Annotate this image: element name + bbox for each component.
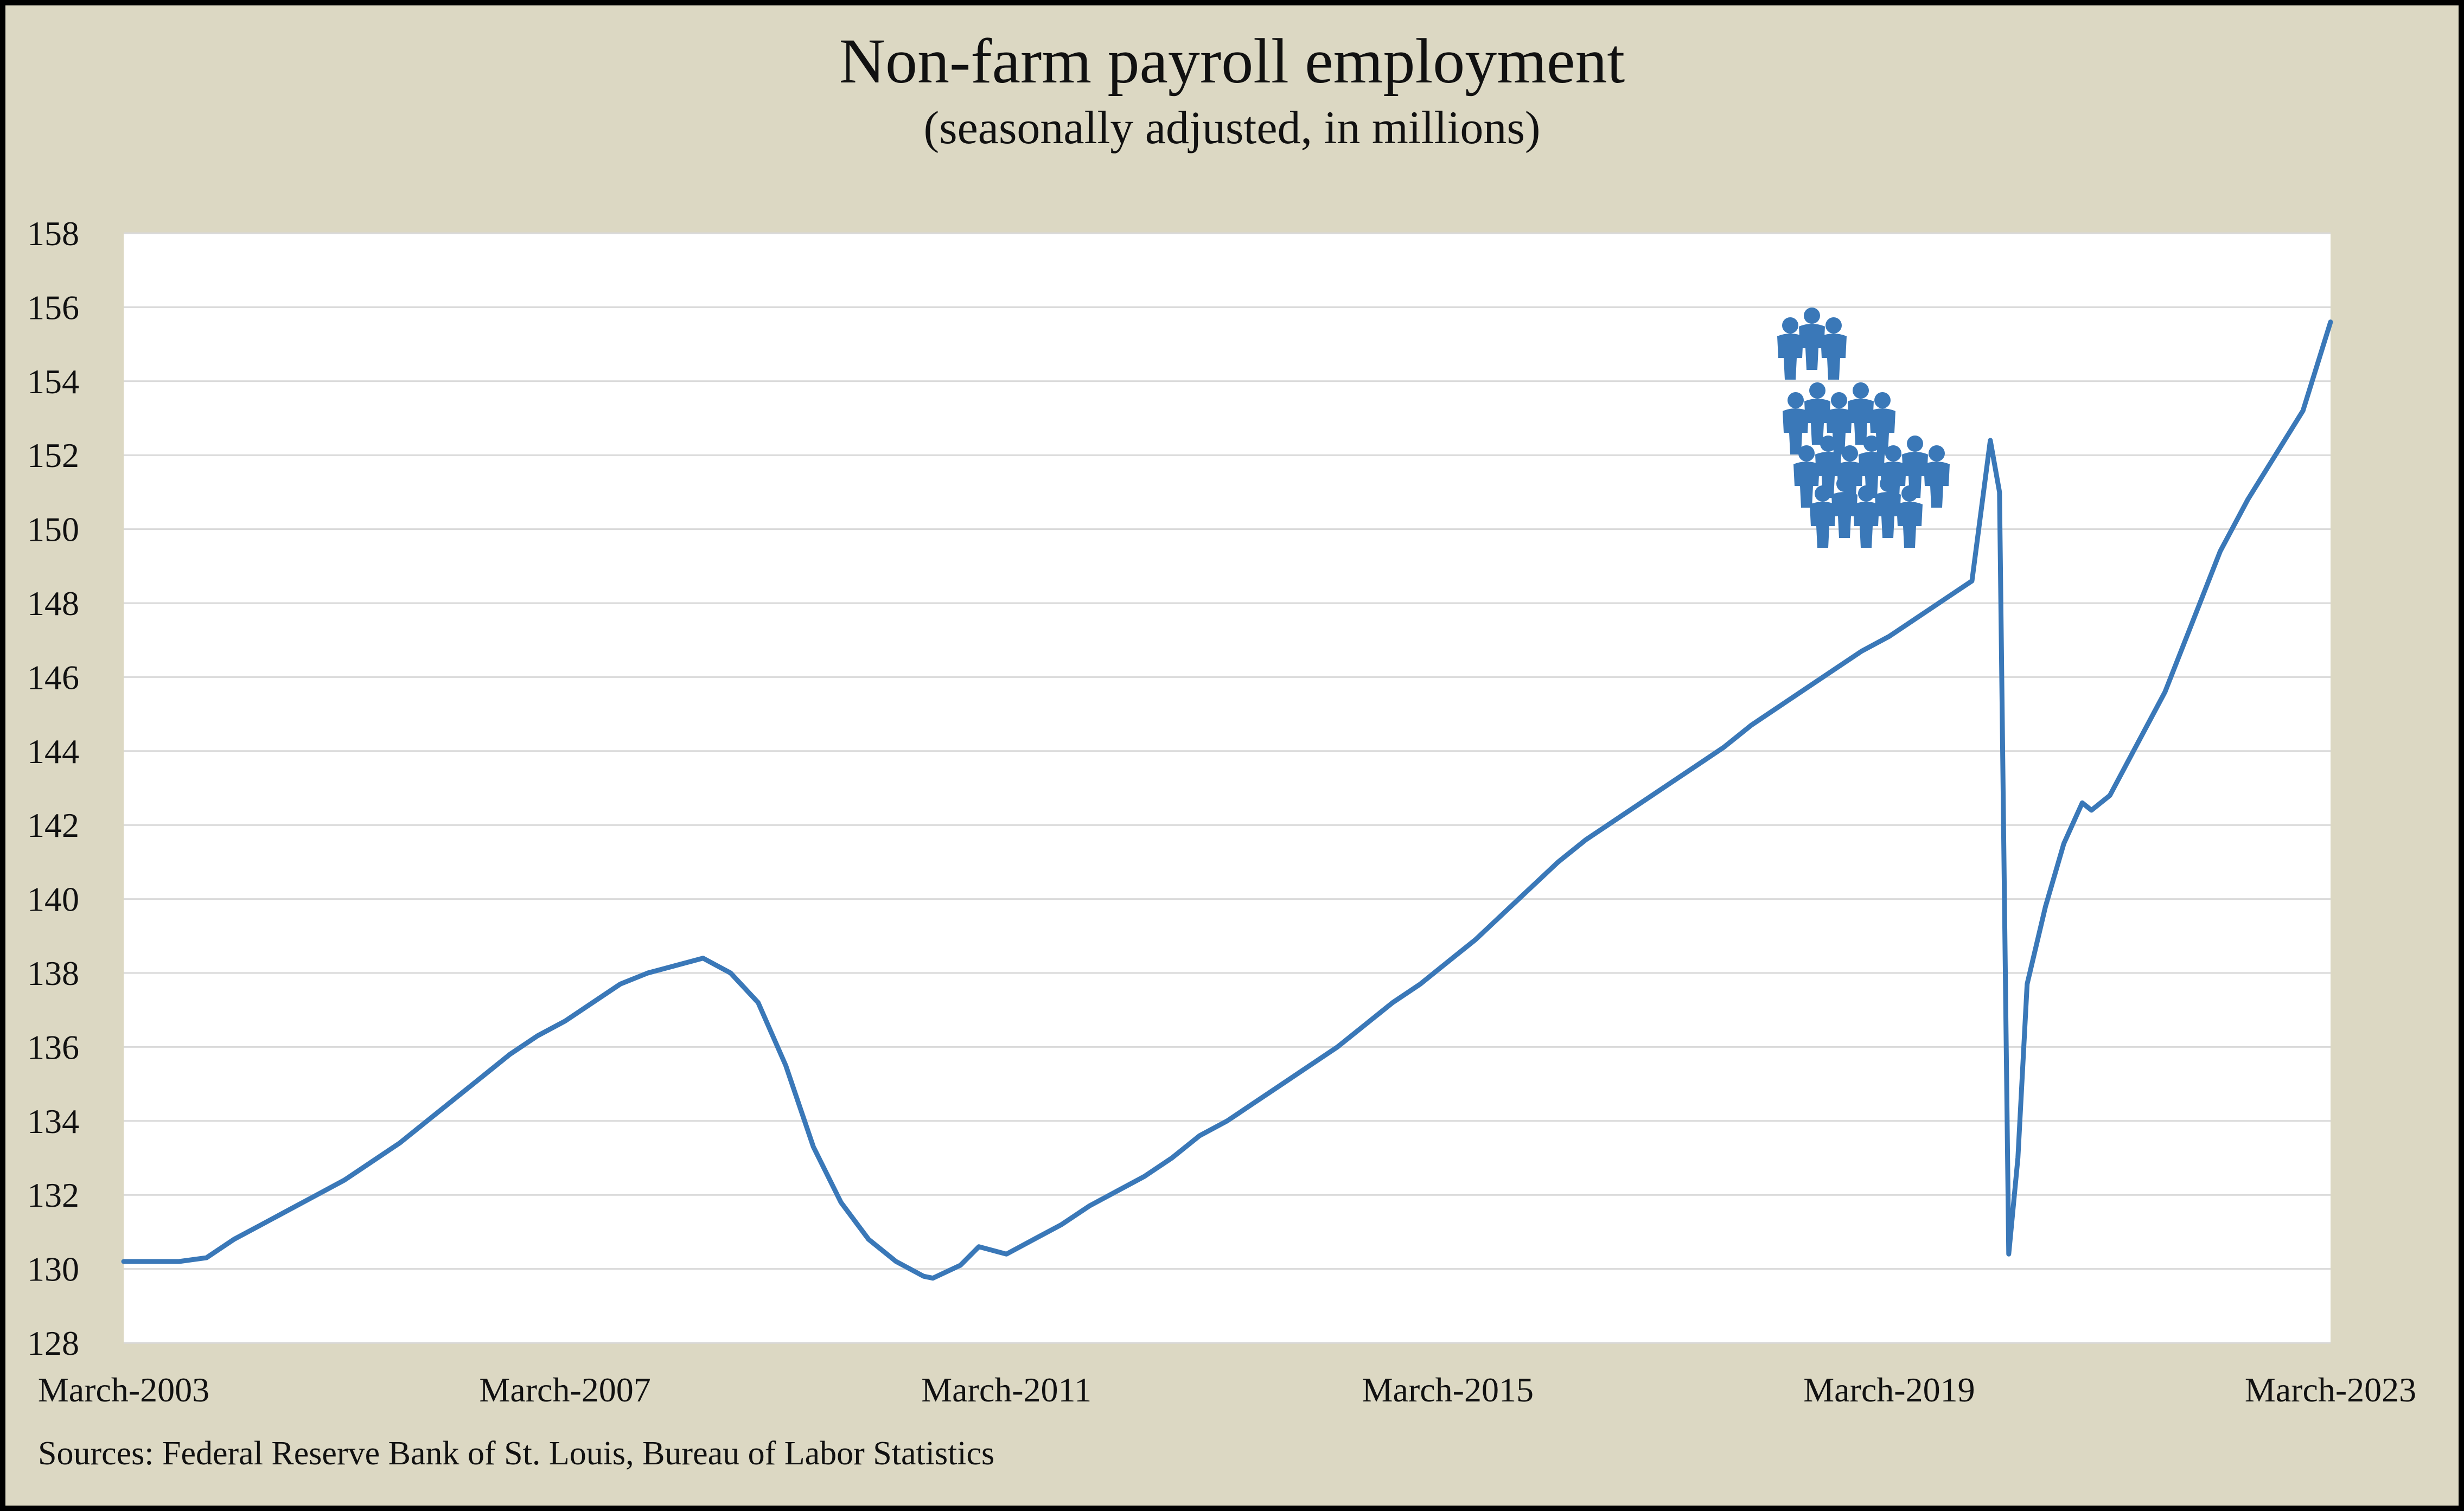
person-figure (1821, 317, 1847, 380)
payroll-series-line (121, 319, 2333, 1281)
chart-frame: Non-farm payroll employment (seasonally … (5, 5, 2459, 1506)
person-figure (1793, 445, 1820, 508)
person-figure (1848, 382, 1874, 445)
y-tick-label: 142 (27, 806, 79, 844)
person-figure (1875, 476, 1901, 538)
y-tick-label: 146 (27, 658, 79, 696)
y-tick-label: 138 (27, 954, 79, 993)
y-tick-label: 158 (27, 214, 79, 253)
person-figure (1831, 476, 1857, 538)
grid-lines (124, 232, 2331, 1344)
y-tick-label: 130 (27, 1250, 79, 1289)
x-tick-label: March-2019 (1803, 1371, 1975, 1409)
plot-area (124, 233, 2331, 1343)
person-figure (1815, 436, 1841, 498)
x-tick-label: March-2023 (2245, 1371, 2416, 1409)
y-axis-ticks: 128 130 132 134 136 138 140 142 144 146 148 150 152 1… (27, 214, 79, 1362)
y-tick-label: 132 (27, 1176, 79, 1214)
x-axis-ticks: March-2003 March-2007 March-2011 March-2015… (38, 1371, 2416, 1409)
person-figure (1924, 445, 1950, 508)
y-tick-label: 156 (27, 288, 79, 326)
person-figure (1853, 485, 1879, 548)
y-tick-label: 150 (27, 510, 79, 549)
group-of-people-icon (1777, 308, 1950, 548)
person-figure (1902, 436, 1928, 498)
chart-title: Non-farm payroll employment (839, 25, 1625, 97)
x-tick-label: March-2007 (479, 1371, 650, 1409)
person-figure (1783, 392, 1809, 454)
source-note: Sources: Federal Reserve Bank of St. Lou… (38, 1435, 994, 1472)
y-tick-label: 152 (27, 436, 79, 475)
person-figure (1804, 382, 1830, 445)
y-tick-label: 136 (27, 1028, 79, 1066)
x-tick-label: March-2015 (1362, 1371, 1534, 1409)
x-tick-label: March-2011 (921, 1371, 1091, 1409)
person-figure (1859, 436, 1885, 498)
chart-subtitle: (seasonally adjusted, in millions) (924, 101, 1541, 153)
y-tick-label: 140 (27, 880, 79, 919)
person-figure (1869, 392, 1895, 454)
y-tick-label: 148 (27, 584, 79, 623)
y-tick-label: 154 (27, 362, 79, 401)
person-figure (1810, 485, 1836, 548)
y-tick-label: 134 (27, 1102, 79, 1141)
x-tick-label: March-2003 (38, 1371, 209, 1409)
person-figure (1799, 308, 1825, 370)
person-figure (1897, 485, 1923, 548)
person-figure (1777, 317, 1803, 380)
person-figure (1826, 392, 1852, 454)
y-tick-label: 144 (27, 732, 79, 771)
y-tick-label: 128 (27, 1324, 79, 1362)
chart-svg: Non-farm payroll employment (seasonally … (27, 25, 2416, 1472)
